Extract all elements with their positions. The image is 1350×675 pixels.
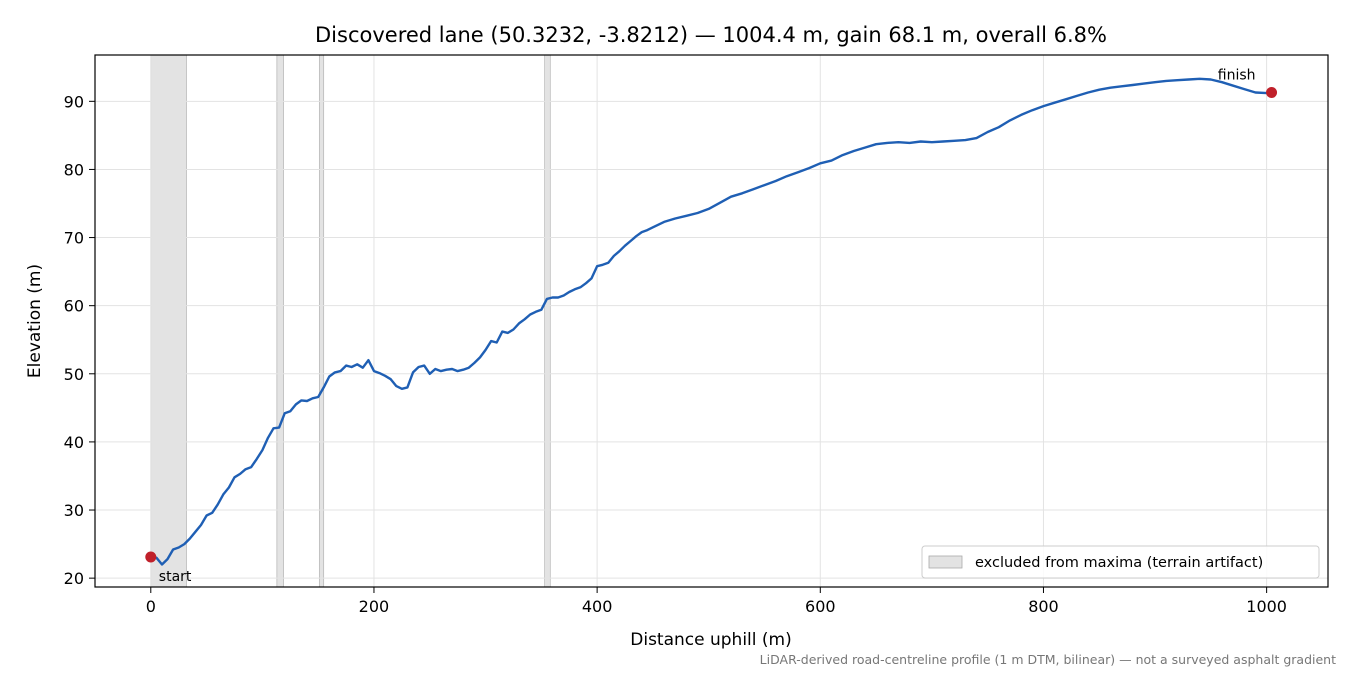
grid-layer	[95, 55, 1328, 587]
elevation-profile-line	[149, 77, 1273, 566]
finish-marker	[1266, 86, 1278, 98]
y-tick-label: 50	[64, 365, 84, 384]
series-line-layer	[149, 77, 1273, 566]
plot-frame	[94, 54, 1329, 588]
finish-label: finish	[1218, 67, 1256, 83]
x-tick-label: 0	[146, 597, 156, 616]
chart-caption: LiDAR-derived road-centreline profile (1…	[760, 652, 1336, 667]
chart-title: Discovered lane (50.3232, -3.8212) — 100…	[315, 23, 1107, 47]
y-tick-label: 20	[64, 569, 84, 588]
x-axis-label: Distance uphill (m)	[630, 630, 791, 650]
start-marker	[145, 551, 157, 563]
legend-swatch-excluded	[928, 555, 963, 569]
x-tick-label: 800	[1028, 597, 1059, 616]
excluded-band-4	[544, 54, 551, 588]
ticks-layer: 0 200 400 600 800 1000 20 30 40 50 60 70 80 90	[64, 92, 1287, 616]
y-axis-label: Elevation (m)	[25, 264, 45, 378]
y-tick-label: 80	[64, 160, 84, 179]
excluded-bands-layer	[150, 54, 551, 588]
legend-box	[921, 545, 1320, 579]
y-tick-label: 60	[64, 297, 84, 316]
y-tick-label: 40	[64, 433, 84, 452]
x-tick-label: 600	[805, 597, 836, 616]
y-tick-label: 70	[64, 229, 84, 248]
legend-label-excluded: excluded from maxima (terrain artifact)	[975, 555, 1263, 571]
excluded-band-1	[150, 54, 187, 588]
y-tick-label: 30	[64, 501, 84, 520]
excluded-band-2	[276, 54, 284, 588]
legend: excluded from maxima (terrain artifact)	[921, 545, 1320, 579]
markers-layer: start finish	[145, 67, 1278, 585]
x-tick-label: 200	[359, 597, 390, 616]
x-tick-label: 400	[582, 597, 613, 616]
excluded-band-3	[318, 54, 325, 588]
start-label: start	[159, 569, 192, 585]
plot-area: start finish 0 200 400 600 800 1000 20 30 40 50 60 7…	[64, 54, 1329, 616]
y-tick-label: 90	[64, 92, 84, 111]
x-tick-label: 1000	[1246, 597, 1287, 616]
